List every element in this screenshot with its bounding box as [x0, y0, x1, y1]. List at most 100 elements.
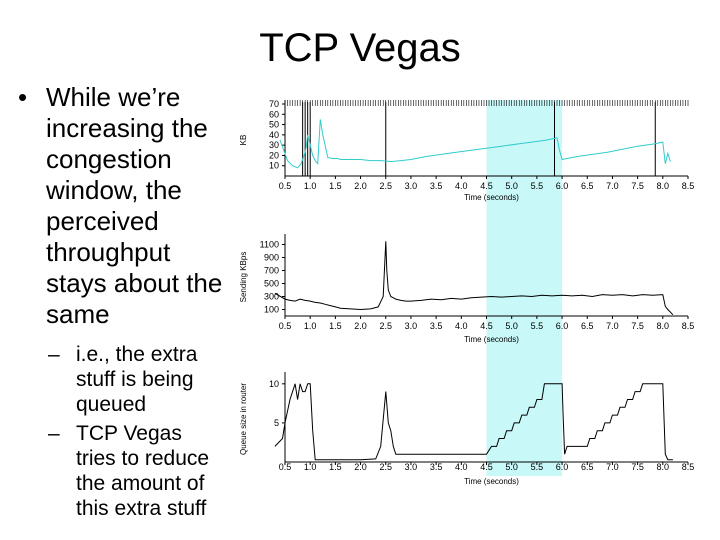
y-tick-label: 300 [264, 292, 279, 302]
x-tick-label: 4.0 [455, 181, 468, 191]
x-tick-label: 8.5 [682, 181, 695, 191]
x-tick-label: 8.0 [657, 181, 670, 191]
y-tick-label: 30 [269, 140, 279, 150]
x-tick-label: 2.5 [379, 321, 392, 331]
x-tick-label: 1.0 [304, 321, 317, 331]
x-tick-label: 3.0 [405, 181, 418, 191]
y-tick-label: 50 [269, 120, 279, 130]
bullet-line: same [46, 299, 110, 329]
bullet-marker: • [18, 82, 28, 112]
x-tick-label: 6.0 [556, 462, 569, 472]
x-tick-label: 1.5 [329, 181, 342, 191]
x-tick-label: 6.5 [581, 321, 594, 331]
x-tick-label: 1.0 [304, 181, 317, 191]
bullet-line: While we’re [46, 82, 181, 112]
x-tick-label: 3.0 [405, 321, 418, 331]
x-tick-label: 5.5 [531, 181, 544, 191]
x-tick-label: 7.0 [606, 181, 619, 191]
x-tick-label: 7.5 [631, 321, 644, 331]
sub-bullet: – TCP Vegas tries to reduce the amount o… [18, 421, 248, 521]
y-tick-label: 10 [269, 161, 279, 171]
x-tick-label: 7.5 [631, 462, 644, 472]
x-tick-label: 3.5 [430, 462, 443, 472]
y-tick-label: 700 [264, 266, 279, 276]
chart-panel-2: 0.5 1.0 1.5 2.0 2.5 3.0 3.5 4.0 4.5 5.0 5.5 6.0 6.5 7… [239, 234, 694, 344]
x-tick-label: 7.0 [606, 321, 619, 331]
x-tick-label: 4.5 [480, 321, 493, 331]
sub-bullet-line: the amount of [76, 472, 205, 495]
x-tick-label: 2.5 [379, 181, 392, 191]
x-tick-label: 7.0 [606, 462, 619, 472]
chart-panel-1: 0.5 1.0 1.5 2.0 2.5 3.0 3.5 4.0 4.5 5.0 5.5 6.0 6.5 7… [239, 99, 694, 202]
x-tick-label: 4.5 [480, 181, 493, 191]
sub-bullet-line: i.e., the extra [76, 343, 198, 366]
sub-bullet: – i.e., the extra stuff is being queued [18, 342, 248, 417]
chart-panel-3: 0.5 1.0 1.5 2.0 2.5 3.0 3.5 4.0 4.5 5.0 5.5 6.0 6.5 7… [239, 372, 694, 486]
x-axis-label: Time (seconds) [464, 477, 519, 486]
x-tick-label: 1.0 [304, 462, 317, 472]
x-tick-label: 5.0 [505, 321, 518, 331]
x-tick-label: 6.0 [556, 181, 569, 191]
main-bullet: • While we’re increasing the congestion … [18, 82, 248, 330]
x-tick-label: 5.0 [505, 462, 518, 472]
x-tick-label: 2.5 [379, 462, 392, 472]
y-tick-label: 1100 [260, 240, 279, 250]
bullet-line: congestion [46, 144, 172, 174]
x-tick-label: 8.0 [657, 321, 670, 331]
y-tick-label: 100 [264, 305, 279, 315]
bullet-line: increasing the [46, 113, 208, 143]
x-tick-label: 2.0 [354, 462, 367, 472]
bullet-line: stays about the [46, 268, 223, 298]
x-axis-label: Time (seconds) [464, 193, 519, 202]
series-line [274, 383, 673, 461]
x-tick-label: 4.5 [480, 462, 493, 472]
sub-bullet-line: stuff is being [76, 368, 194, 391]
y-tick-label: 10 [269, 379, 279, 389]
bullet-line: perceived [46, 206, 159, 236]
x-tick-label: 1.5 [329, 462, 342, 472]
x-tick-label: 7.5 [631, 181, 644, 191]
x-tick-label: 4.0 [455, 462, 468, 472]
sub-bullet-line: tries to reduce [76, 447, 210, 470]
x-tick-label: 0.5 [279, 321, 292, 331]
sub-bullet-line: queued [76, 393, 147, 416]
x-tick-label: 6.5 [581, 462, 594, 472]
x-tick-label: 2.0 [354, 181, 367, 191]
y-axis-label: Sending KBps [239, 252, 248, 303]
x-tick-label: 5.5 [531, 321, 544, 331]
series-line [274, 241, 674, 316]
bullet-line: window, the [46, 175, 182, 205]
sub-bullet-marker: – [48, 422, 60, 445]
highlight-band [486, 100, 563, 476]
y-tick-label: 40 [269, 130, 279, 140]
series-line [279, 119, 671, 169]
y-tick-label: 900 [264, 253, 279, 263]
x-tick-label: 3.0 [405, 462, 418, 472]
x-tick-label: 8.0 [657, 462, 670, 472]
bullet-line: throughput [46, 237, 171, 267]
x-axis-label: Time (seconds) [464, 335, 519, 344]
y-tick-label: 20 [269, 150, 279, 160]
x-tick-label: 6.5 [581, 181, 594, 191]
sub-bullet-line: TCP Vegas [76, 422, 182, 445]
y-tick-label: 60 [269, 109, 279, 119]
x-tick-label: 0.5 [279, 181, 292, 191]
x-tick-label: 8.5 [682, 462, 695, 472]
sub-bullet-marker: – [48, 343, 60, 366]
slide-title: TCP Vegas [259, 26, 461, 70]
y-tick-label: 5 [274, 418, 279, 428]
x-tick-label: 0.5 [279, 462, 292, 472]
x-tick-label: 2.0 [354, 321, 367, 331]
x-tick-label: 3.5 [430, 321, 443, 331]
x-tick-label: 6.0 [556, 321, 569, 331]
x-tick-label: 5.5 [531, 462, 544, 472]
y-tick-label: 70 [269, 99, 279, 109]
y-axis-label: Queue size in router [239, 383, 248, 455]
y-tick-label: 500 [264, 279, 279, 289]
x-tick-label: 5.0 [505, 181, 518, 191]
x-tick-label: 3.5 [430, 181, 443, 191]
x-tick-label: 1.5 [329, 321, 342, 331]
y-axis-label: KB [239, 135, 248, 146]
x-tick-label: 8.5 [682, 321, 695, 331]
